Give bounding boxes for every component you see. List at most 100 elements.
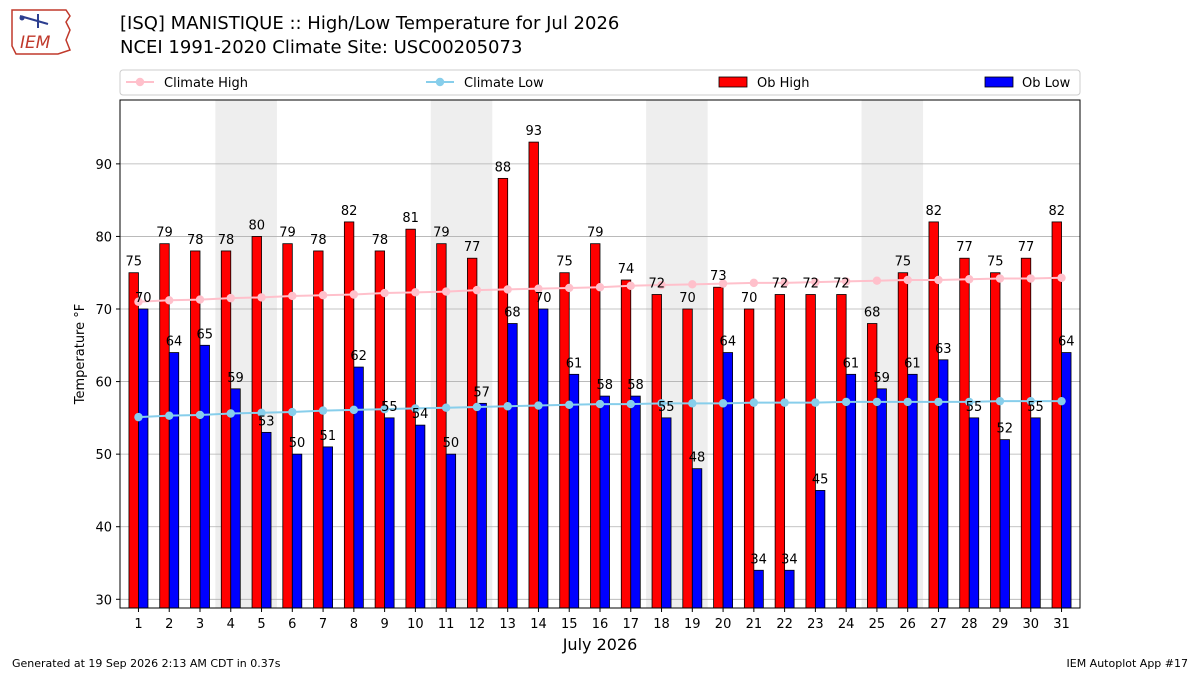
ob-high-bar xyxy=(1020,257,1032,609)
ob-low-label: 57 xyxy=(473,385,490,400)
x-tick-label: 15 xyxy=(561,617,578,632)
ob-low-bar xyxy=(599,395,610,609)
x-tick-label: 31 xyxy=(1053,617,1070,632)
x-tick-label: 7 xyxy=(319,617,327,632)
ob-high-label: 74 xyxy=(618,262,635,277)
climate-high-point xyxy=(380,288,389,298)
ob-low-label: 63 xyxy=(935,342,952,357)
ob-low-label: 45 xyxy=(812,472,829,487)
climate-low-point xyxy=(472,402,482,412)
y-tick-label: 60 xyxy=(95,376,112,391)
ob-low-bar xyxy=(722,352,733,609)
climate-low-point xyxy=(257,408,266,417)
ob-high-bar xyxy=(805,294,816,609)
x-tick-label: 27 xyxy=(930,617,947,632)
ob-low-label: 62 xyxy=(350,349,367,364)
climate-low-point xyxy=(749,398,759,407)
x-tick-label: 26 xyxy=(899,617,916,632)
x-tick-label: 3 xyxy=(196,617,204,632)
climate-high-point xyxy=(688,280,697,289)
ob-low-label: 50 xyxy=(289,436,306,451)
ob-high-label: 93 xyxy=(525,124,542,139)
x-tick-label: 11 xyxy=(438,617,455,632)
ob-high-bar xyxy=(590,243,601,609)
y-tick-label: 50 xyxy=(95,448,112,463)
iem-logo: IEM xyxy=(11,9,71,55)
ob-low-bar xyxy=(661,417,672,609)
ob-high-label: 81 xyxy=(402,211,419,226)
ob-high-bar xyxy=(497,177,509,609)
climate-high-point xyxy=(780,278,789,288)
legend-ob-high-label: Ob High xyxy=(757,76,810,91)
ob-low-label: 53 xyxy=(258,414,275,429)
ob-high-label: 68 xyxy=(864,306,881,321)
ob-low-label: 58 xyxy=(627,378,644,393)
x-tick-label: 20 xyxy=(715,617,732,632)
legend-climate-high-marker xyxy=(135,77,145,87)
x-tick-label: 9 xyxy=(380,617,388,632)
ob-low-bar xyxy=(845,373,857,609)
climate-high-point xyxy=(226,293,235,303)
ob-low-label: 50 xyxy=(443,436,460,451)
y-tick-label: 70 xyxy=(95,303,112,318)
ob-high-label: 82 xyxy=(925,204,942,219)
climate-high-point xyxy=(411,288,420,297)
climate-low-point xyxy=(657,399,666,408)
ob-high-label: 75 xyxy=(987,255,1004,270)
ob-low-label: 64 xyxy=(720,335,737,350)
app-label: IEM Autoplot App #17 xyxy=(1066,657,1189,670)
ob-high-bar xyxy=(990,272,1001,609)
ob-low-bar xyxy=(168,352,180,609)
climate-low-point xyxy=(565,400,574,409)
ob-low-bar xyxy=(384,417,395,609)
climate-high-point xyxy=(595,283,605,292)
x-tick-label: 29 xyxy=(992,617,1009,632)
ob-high-label: 72 xyxy=(802,276,819,291)
ob-low-label: 64 xyxy=(1058,335,1075,350)
ob-low-bar xyxy=(1030,417,1041,609)
ob-low-label: 54 xyxy=(412,407,429,422)
ob-high-label: 75 xyxy=(556,255,573,270)
climate-high-point xyxy=(995,274,1005,283)
ob-low-bar xyxy=(999,439,1010,609)
x-tick-label: 16 xyxy=(592,617,609,632)
ob-low-bar xyxy=(291,453,303,609)
climate-high-point xyxy=(441,287,451,296)
ob-high-bar xyxy=(220,250,232,609)
ob-low-bar xyxy=(630,395,641,609)
legend: Climate High Climate Low Ob High Ob Low xyxy=(119,69,1081,96)
ob-low-label: 55 xyxy=(1027,400,1044,415)
x-tick-label: 30 xyxy=(1022,617,1039,632)
climate-low-point xyxy=(811,398,820,407)
ob-low-label: 70 xyxy=(535,291,552,306)
climate-low-point xyxy=(903,397,912,407)
legend-box xyxy=(119,69,1081,96)
ob-low-label: 61 xyxy=(843,356,860,371)
climate-low-point xyxy=(934,397,943,407)
ob-high-label: 78 xyxy=(187,233,204,248)
climate-low-point xyxy=(318,406,328,415)
climate-low-point xyxy=(1026,396,1035,406)
ob-low-label: 34 xyxy=(750,552,767,567)
ob-high-label: 78 xyxy=(310,233,327,248)
y-axis-label: Temperature °F xyxy=(73,304,88,405)
x-tick-label: 22 xyxy=(776,617,793,632)
climate-high-point xyxy=(626,281,635,290)
climate-high-point xyxy=(934,275,943,285)
ob-low-label: 58 xyxy=(596,378,613,393)
ob-high-label: 78 xyxy=(372,233,389,248)
ob-high-bar xyxy=(467,257,478,609)
ob-high-label: 72 xyxy=(649,276,666,291)
legend-climate-low-label: Climate Low xyxy=(464,76,544,91)
legend-ob-low-label: Ob Low xyxy=(1022,76,1071,91)
ob-high-label: 77 xyxy=(956,240,973,255)
ob-high-bar xyxy=(959,257,970,609)
climate-high-point xyxy=(718,279,728,288)
ob-high-bar xyxy=(836,294,847,609)
ob-high-label: 80 xyxy=(249,218,266,233)
ob-high-label: 79 xyxy=(587,226,604,241)
ob-low-bar xyxy=(476,402,487,609)
climate-lines xyxy=(134,273,1066,422)
x-tick-label: 24 xyxy=(838,617,855,632)
